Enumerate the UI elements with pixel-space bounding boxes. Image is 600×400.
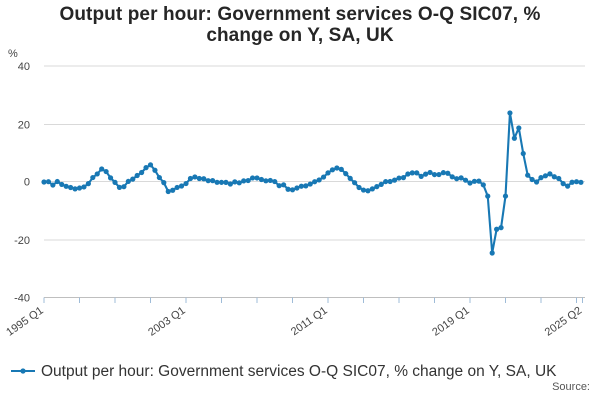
svg-text:20: 20	[18, 120, 30, 132]
svg-text:2003 Q1: 2003 Q1	[146, 305, 187, 339]
svg-text:40: 40	[18, 61, 30, 73]
svg-text:2011 Q1: 2011 Q1	[289, 305, 330, 339]
svg-text:-40: -40	[14, 293, 30, 305]
svg-text:1995 Q1: 1995 Q1	[4, 305, 45, 339]
svg-text:2019 Q1: 2019 Q1	[430, 305, 471, 339]
svg-text:-20: -20	[14, 235, 30, 247]
svg-text:%: %	[8, 48, 18, 60]
svg-text:2025 Q2: 2025 Q2	[543, 305, 584, 339]
svg-text:0: 0	[24, 177, 30, 189]
